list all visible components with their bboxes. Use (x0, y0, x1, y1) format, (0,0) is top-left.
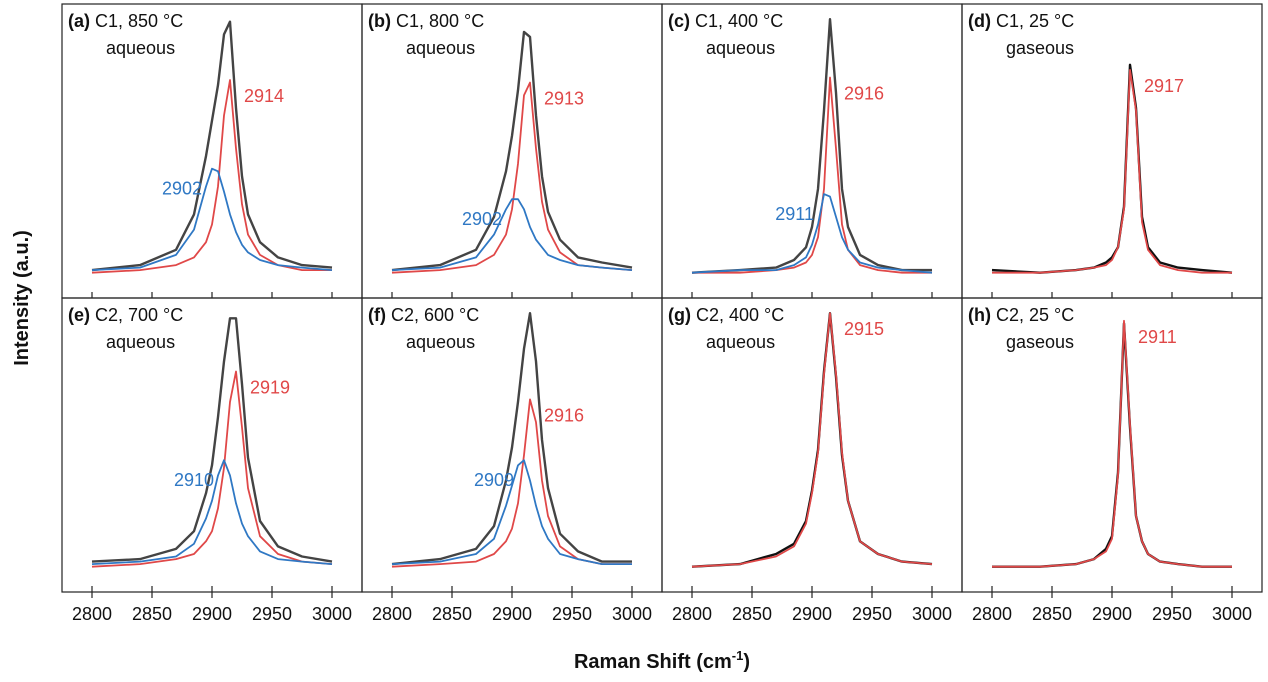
panel-letter: (f) (368, 305, 386, 325)
spectrum-line (692, 76, 932, 274)
panel-letter: (a) (68, 11, 90, 31)
spectrum-line (91, 317, 333, 563)
spectrum-line (391, 198, 633, 271)
panel-condition: C2, 600 °C (391, 305, 479, 325)
panel-letter: (g) (668, 305, 691, 325)
x-tick-label: 3000 (612, 604, 652, 624)
panel-letter: (b) (368, 11, 391, 31)
peak-label: 2910 (174, 470, 214, 490)
panel-subtitle: gaseous (1006, 38, 1074, 58)
panel-subtitle: aqueous (706, 38, 775, 58)
panel-condition: C1, 800 °C (396, 11, 484, 31)
panel-condition: C1, 850 °C (95, 11, 183, 31)
panel-title: (d) C1, 25 °C (968, 11, 1074, 31)
panel-subtitle: gaseous (1006, 332, 1074, 352)
spectrum-line (691, 312, 933, 568)
peak-label: 2916 (544, 405, 584, 425)
panel-condition: C1, 25 °C (996, 11, 1074, 31)
x-tick-label: 3000 (312, 604, 352, 624)
x-axis-title-part: Raman Shift (cm (574, 651, 732, 673)
peak-label: 2916 (844, 84, 884, 104)
panel-title: (a) C1, 850 °C (68, 11, 183, 31)
peak-label: 2917 (1144, 76, 1184, 96)
x-tick-label: 2850 (1032, 604, 1072, 624)
spectrum-line (691, 18, 932, 274)
x-tick-label: 3000 (1212, 604, 1252, 624)
panel-condition: C2, 25 °C (996, 305, 1074, 325)
spectrum-line (391, 398, 632, 568)
panel-title: (b) C1, 800 °C (368, 11, 484, 31)
x-tick-label: 2850 (432, 604, 472, 624)
x-tick-label: 2900 (1092, 604, 1132, 624)
x-axis-title-part: ) (743, 651, 750, 673)
x-tick-label: 2950 (252, 604, 292, 624)
x-tick-label: 2900 (492, 604, 532, 624)
spectrum-line (391, 312, 632, 566)
spectrum-line (91, 167, 333, 271)
panel-letter: (c) (668, 11, 690, 31)
x-tick-label: 2850 (732, 604, 772, 624)
peak-label: 2914 (244, 86, 284, 106)
panel-subtitle: aqueous (106, 38, 175, 58)
panel-letter: (h) (968, 305, 991, 325)
peak-label: 2909 (474, 470, 514, 490)
panel-condition: C2, 400 °C (696, 305, 784, 325)
y-axis-title: Intensity (a.u.) (11, 230, 33, 366)
panel-letter: (e) (68, 305, 90, 325)
spectrum-line (391, 459, 632, 565)
x-axis-title-sup: -1 (732, 648, 744, 663)
x-axis-title: Raman Shift (cm-1) (574, 648, 750, 673)
x-tick-label: 2950 (1152, 604, 1192, 624)
panel-condition: C2, 700 °C (95, 305, 183, 325)
panel-subtitle: aqueous (406, 332, 475, 352)
spectrum-line (991, 63, 1233, 274)
panel-title: (h) C2, 25 °C (968, 305, 1074, 325)
peak-label: 2902 (162, 179, 202, 199)
x-tick-label: 2950 (852, 604, 892, 624)
spectrum-line (91, 459, 333, 565)
x-tick-label: 2950 (552, 604, 592, 624)
spectrum-line (91, 370, 333, 568)
panel-title: (g) C2, 400 °C (668, 305, 784, 325)
spectrum-line (91, 79, 332, 274)
spectrum-line (992, 69, 1232, 274)
x-tick-label: 2800 (372, 604, 412, 624)
panel-title: (f) C2, 600 °C (368, 305, 479, 325)
x-tick-label: 2850 (132, 604, 172, 624)
x-tick-label: 2900 (192, 604, 232, 624)
x-tick-label: 2800 (672, 604, 712, 624)
peak-label: 2913 (544, 89, 584, 109)
panel-title: (c) C1, 400 °C (668, 11, 783, 31)
x-tick-label: 2900 (792, 604, 832, 624)
x-tick-label: 2800 (72, 604, 112, 624)
panel-letter: (d) (968, 11, 991, 31)
peak-label: 2911 (1138, 327, 1177, 347)
spectrum-line (992, 319, 1232, 568)
panel-subtitle: aqueous (106, 332, 175, 352)
spectrum-line (691, 193, 933, 274)
peak-label: 2911 (775, 204, 814, 224)
peak-label: 2919 (250, 378, 290, 398)
panel-condition: C1, 400 °C (695, 11, 783, 31)
spectrum-line (391, 81, 633, 274)
x-tick-label: 3000 (912, 604, 952, 624)
peak-label: 2915 (844, 319, 884, 339)
panel-subtitle: aqueous (406, 38, 475, 58)
peak-label: 2902 (462, 209, 502, 229)
panel-subtitle: aqueous (706, 332, 775, 352)
x-tick-label: 2800 (972, 604, 1012, 624)
spectrum-line (91, 20, 333, 272)
spectrum-line (391, 30, 633, 272)
panel-title: (e) C2, 700 °C (68, 305, 183, 325)
